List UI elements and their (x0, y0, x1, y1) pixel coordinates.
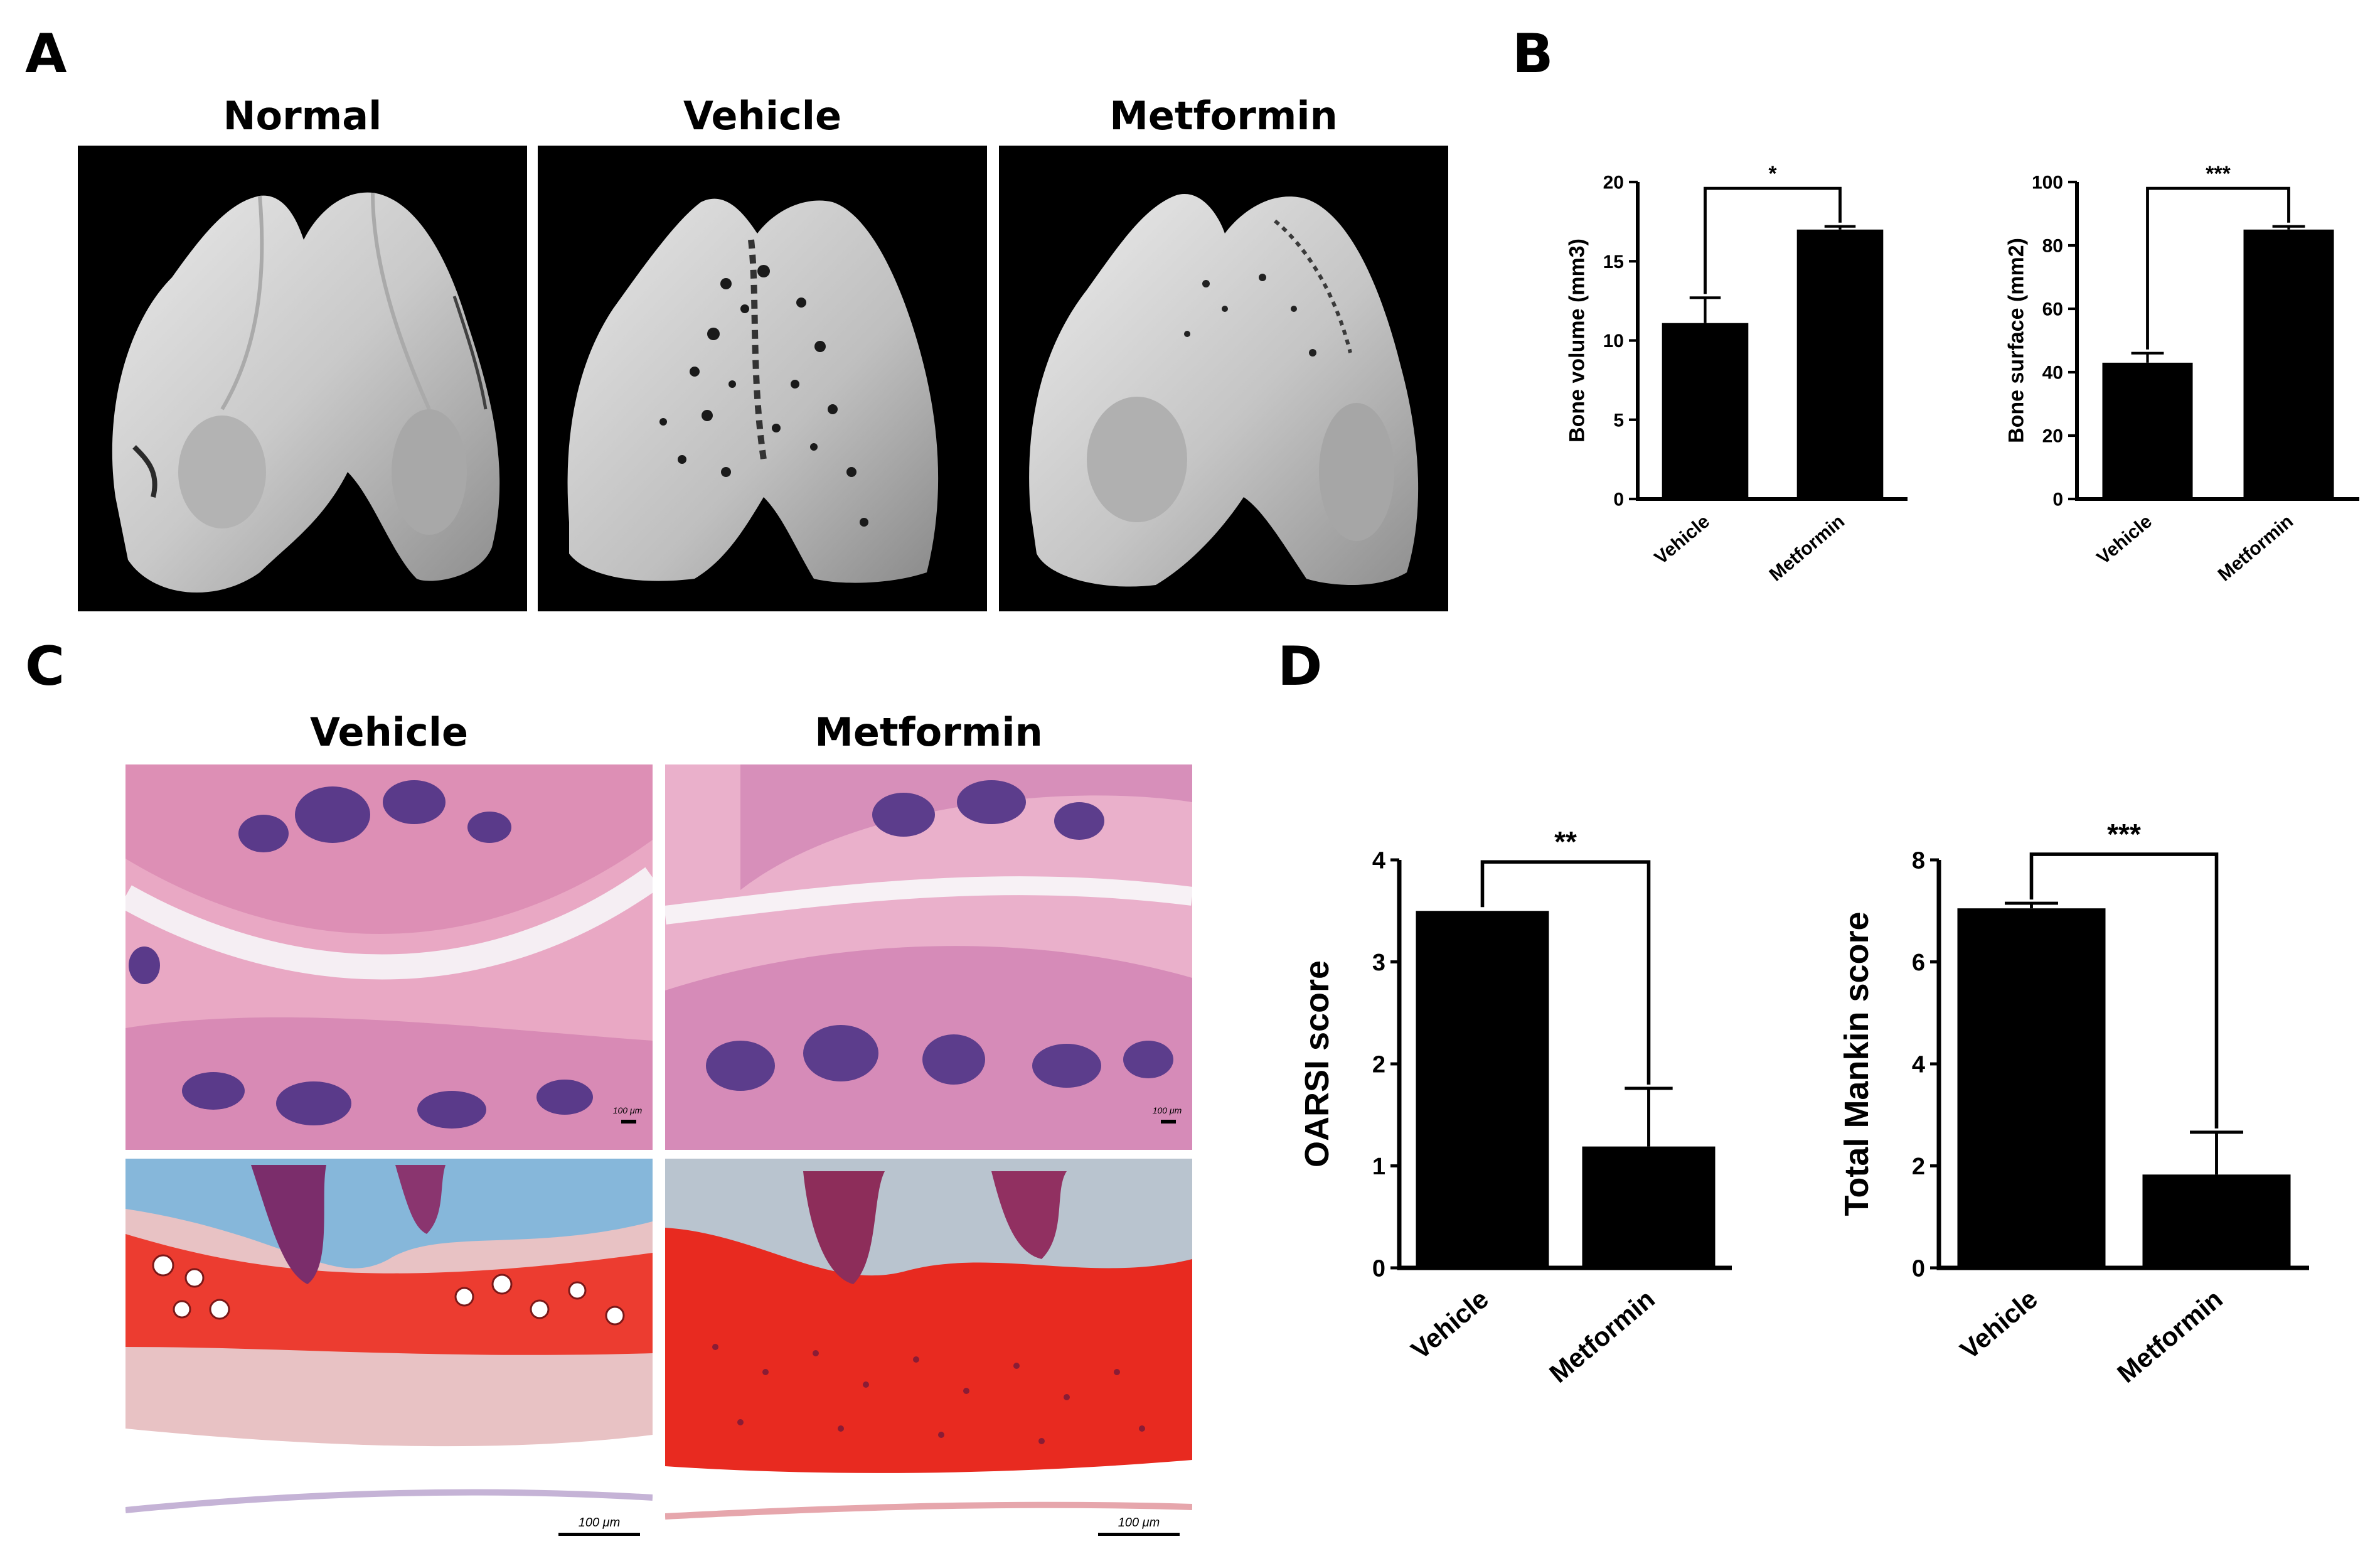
significance-bracket (1480, 860, 1651, 1085)
histo-title-vehicle: Vehicle (309, 709, 469, 755)
y-tick-label: 80 (2042, 236, 2063, 257)
y-tick-label: 5 (1613, 410, 1624, 431)
significance-marker: * (1768, 162, 1777, 186)
safranin-o-stain-vehicle: 100 μm (125, 1159, 653, 1550)
y-tick-label: 2 (1372, 1051, 1385, 1078)
oarsi-score-chart: 0 1 2 3 4 OARSI score Vehicle Metformin ** (1298, 825, 1732, 1388)
y-tick-label: 20 (2042, 426, 2063, 447)
y-axis-label: Bone surface (mm2) (2004, 238, 2028, 443)
he-stain-metformin: 100 μm (665, 764, 1192, 1150)
y-tick-label: 0 (1613, 490, 1624, 510)
bar-vehicle (2102, 362, 2193, 499)
scale-label-he-metformin: 100 μm (1153, 1105, 1182, 1115)
category-label: Vehicle (1406, 1284, 1494, 1365)
microct-image-metformin (999, 146, 1448, 611)
bone-volume-chart: 0 5 10 15 20 Bone volume (mm3) Vehicle Metformi… (1565, 162, 1908, 586)
y-tick-label: 0 (1372, 1255, 1385, 1282)
y-tick-label: 60 (2042, 299, 2063, 320)
ct-title-normal: Normal (223, 93, 382, 139)
y-tick-label: 2 (1912, 1154, 1925, 1180)
significance-bracket (2146, 186, 2290, 350)
ct-title-metformin: Metformin (1109, 93, 1338, 139)
scale-label-so-vehicle: 100 μm (579, 1516, 621, 1530)
y-tick-label: 6 (1912, 950, 1925, 976)
total-mankin-score-chart: 0 2 4 6 8 Total Mankin score Vehicle Metformin *… (1838, 818, 2309, 1388)
significance-bracket (1704, 186, 1842, 294)
scale-label-so-metformin: 100 μm (1118, 1516, 1160, 1530)
category-label: Metformin (2111, 1284, 2228, 1388)
bar-metformin (2243, 229, 2334, 499)
bone-surface-chart: 0 20 40 60 80 100 Bone surface (mm2) Vehicle Met… (2004, 162, 2359, 586)
significance-marker: *** (2107, 818, 2141, 850)
bar-vehicle (1662, 323, 1749, 499)
y-tick-label: 4 (1912, 1051, 1925, 1078)
bar-metformin (2142, 1174, 2291, 1268)
microct-image-vehicle (538, 146, 987, 611)
y-tick-label: 0 (1912, 1255, 1925, 1282)
category-label: Vehicle (2093, 511, 2156, 569)
y-tick-label: 100 (2032, 173, 2063, 193)
bar-metformin (1582, 1146, 1716, 1268)
y-axis-label: Total Mankin score (1838, 911, 1876, 1216)
panel-letter-b: B (1512, 23, 1554, 85)
microct-image-normal (78, 146, 527, 611)
bar-vehicle (1416, 911, 1549, 1268)
bar-metformin (1796, 229, 1884, 499)
category-label: Metformin (1544, 1284, 1660, 1388)
y-tick-label: 15 (1603, 252, 1624, 272)
scale-label-he-vehicle: 100 μm (613, 1105, 643, 1115)
y-tick-label: 20 (1603, 173, 1624, 193)
y-tick-label: 4 (1372, 847, 1385, 874)
panel-letter-c: C (25, 635, 65, 698)
significance-marker: *** (2206, 162, 2231, 186)
significance-bracket (2029, 852, 2219, 1129)
category-label: Metformin (1766, 511, 1849, 585)
ct-title-vehicle: Vehicle (683, 93, 842, 139)
he-stain-vehicle: 100 μm (125, 764, 653, 1150)
y-tick-label: 1 (1372, 1154, 1385, 1180)
y-axis-label: Bone volume (mm3) (1565, 239, 1589, 442)
y-axis-label: OARSI score (1298, 960, 1336, 1167)
bar-vehicle (1957, 908, 2106, 1268)
panel-letter-a: A (25, 23, 67, 85)
histo-title-metformin: Metformin (814, 709, 1043, 755)
category-label: Vehicle (1955, 1284, 2043, 1365)
y-tick-label: 0 (2052, 490, 2063, 510)
category-label: Metformin (2214, 511, 2297, 585)
y-tick-label: 8 (1912, 847, 1925, 874)
significance-marker: ** (1554, 825, 1577, 858)
y-tick-label: 3 (1372, 950, 1385, 976)
safranin-o-stain-metformin: 100 μm (665, 1159, 1192, 1550)
panel-letter-d: D (1278, 635, 1323, 698)
y-tick-label: 40 (2042, 363, 2063, 383)
category-label: Vehicle (1651, 511, 1714, 569)
y-tick-label: 10 (1603, 331, 1624, 351)
